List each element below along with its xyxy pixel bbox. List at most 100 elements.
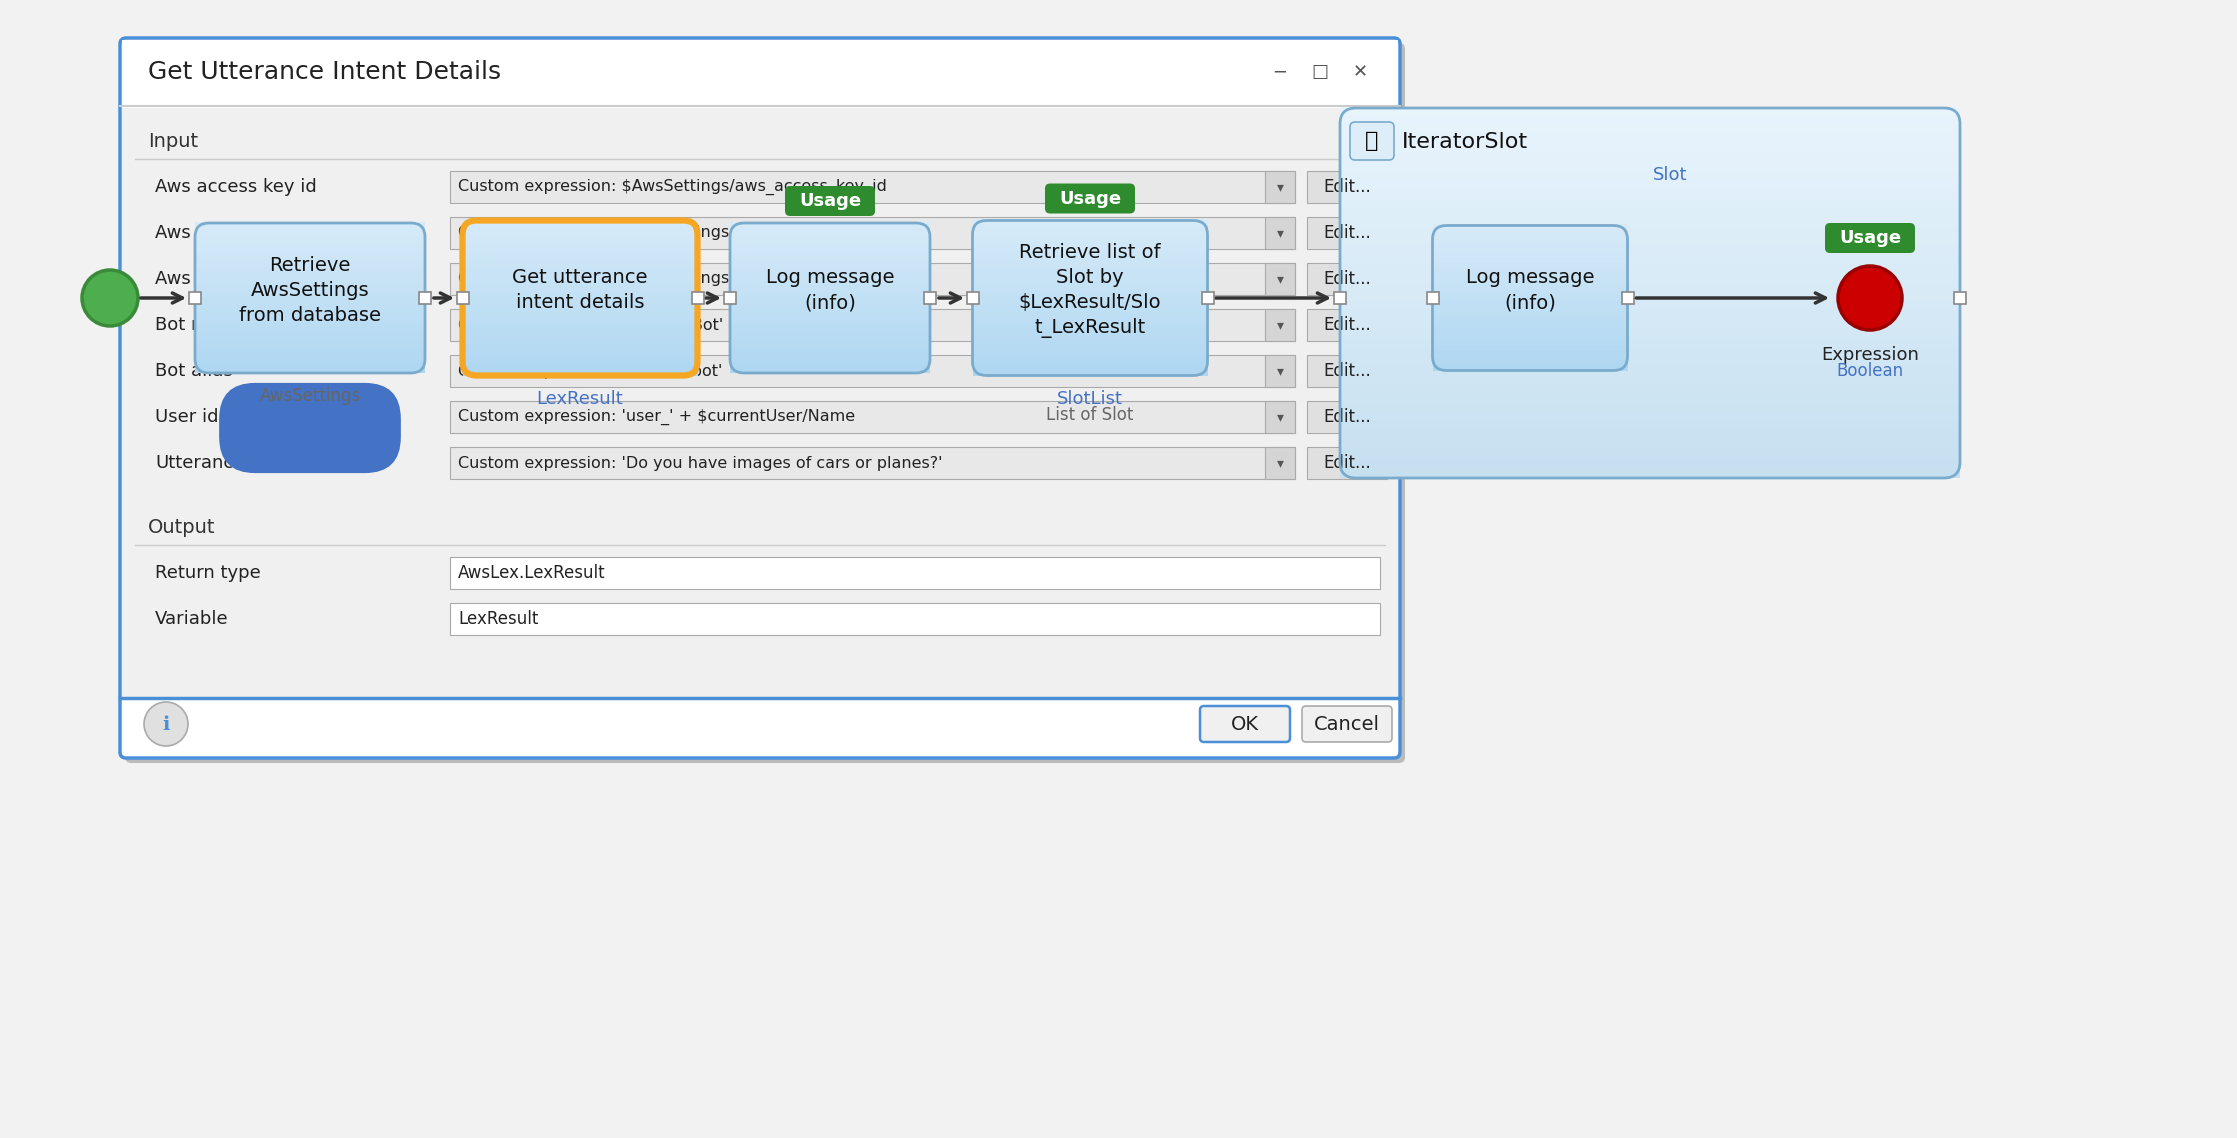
Bar <box>463 242 698 248</box>
Bar <box>195 333 425 339</box>
Text: ▾: ▾ <box>1277 456 1284 470</box>
Bar <box>729 255 931 261</box>
Bar <box>1432 278 1629 283</box>
Bar <box>973 316 1208 321</box>
Bar <box>973 223 1208 229</box>
Bar <box>973 320 1208 325</box>
Bar <box>973 347 1208 353</box>
Bar <box>195 338 425 343</box>
Text: Custom expression: 'MxSlackBot': Custom expression: 'MxSlackBot' <box>459 318 723 332</box>
Text: ▾: ▾ <box>1277 410 1284 424</box>
Bar <box>729 304 931 310</box>
Text: ─: ─ <box>1275 63 1286 81</box>
Bar <box>973 358 1208 364</box>
Text: Return type: Return type <box>154 564 262 582</box>
Bar <box>729 270 931 275</box>
Bar <box>1306 447 1387 479</box>
Bar <box>1340 208 1960 218</box>
Bar <box>729 319 931 324</box>
Bar <box>463 362 698 368</box>
Bar <box>973 362 1208 368</box>
Bar <box>195 304 425 310</box>
Bar <box>924 292 935 304</box>
FancyBboxPatch shape <box>1349 122 1394 160</box>
Bar <box>973 270 1208 274</box>
Bar <box>463 323 698 329</box>
Text: ▾: ▾ <box>1277 272 1284 286</box>
Text: ▾: ▾ <box>1277 226 1284 240</box>
Bar <box>195 244 425 249</box>
Bar <box>973 281 1208 287</box>
Bar <box>691 292 702 304</box>
Bar <box>195 361 425 365</box>
Bar <box>195 278 425 283</box>
Text: Retrieve
AwsSettings
from database: Retrieve AwsSettings from database <box>239 256 380 324</box>
Bar <box>1201 292 1212 304</box>
Bar <box>1264 263 1295 295</box>
Bar <box>1432 325 1629 332</box>
Bar <box>1340 338 1960 348</box>
Bar <box>1306 355 1387 387</box>
Bar <box>195 270 425 275</box>
Bar <box>725 292 736 304</box>
Bar <box>1340 468 1960 478</box>
Bar <box>195 251 425 257</box>
Bar <box>1432 267 1629 274</box>
Text: LexResult: LexResult <box>459 610 539 628</box>
Bar <box>1340 236 1960 247</box>
Bar <box>729 341 931 347</box>
Text: SlotList: SlotList <box>1058 389 1123 407</box>
Bar <box>973 336 1208 340</box>
Bar <box>188 292 201 304</box>
Bar <box>1953 292 1966 304</box>
Bar <box>463 331 698 337</box>
Bar <box>973 254 1208 259</box>
Bar <box>195 255 425 261</box>
FancyBboxPatch shape <box>1199 706 1291 742</box>
Text: Custom expression: 'Do you have images of cars or planes?': Custom expression: 'Do you have images o… <box>459 455 942 470</box>
Bar <box>195 300 425 305</box>
Bar <box>1432 330 1629 337</box>
Bar <box>195 353 425 358</box>
Bar <box>729 263 931 269</box>
Text: AwsSettings: AwsSettings <box>255 387 365 405</box>
Bar <box>973 265 1208 271</box>
Bar <box>463 355 698 360</box>
Bar <box>973 278 1208 282</box>
Bar <box>1432 248 1629 255</box>
Bar <box>463 339 698 345</box>
Bar <box>729 233 931 238</box>
Bar <box>463 246 698 251</box>
Text: Bot name: Bot name <box>154 316 242 333</box>
Text: Slot: Slot <box>1653 166 1687 184</box>
Bar <box>463 328 698 333</box>
Bar <box>1340 226 1960 238</box>
Bar <box>1432 297 1629 303</box>
Bar <box>1432 306 1629 313</box>
Bar <box>195 319 425 324</box>
Bar <box>195 237 425 241</box>
Bar <box>1340 255 1960 265</box>
Bar <box>973 339 1208 345</box>
Text: Edit...: Edit... <box>1322 454 1371 472</box>
Bar <box>1340 107 1960 117</box>
FancyBboxPatch shape <box>785 185 875 216</box>
Text: Custom expression: $AwsSettings/aws_region: Custom expression: $AwsSettings/aws_regi… <box>459 271 825 287</box>
Bar <box>1432 239 1629 245</box>
Bar <box>463 273 698 279</box>
Text: Edit...: Edit... <box>1322 224 1371 242</box>
Bar <box>973 308 1208 313</box>
Bar <box>195 266 425 272</box>
Text: Utterance: Utterance <box>154 454 244 472</box>
Bar <box>463 234 698 240</box>
Bar <box>1340 421 1960 431</box>
Bar <box>1340 329 1960 339</box>
Bar <box>729 368 931 373</box>
Text: Custom expression: 'mxslackbot': Custom expression: 'mxslackbot' <box>459 363 723 379</box>
Bar <box>973 300 1208 306</box>
Bar <box>123 40 1398 106</box>
Bar <box>1264 447 1295 479</box>
Bar <box>729 327 931 332</box>
Text: LexResult: LexResult <box>537 389 624 407</box>
Text: Variable: Variable <box>154 610 228 628</box>
